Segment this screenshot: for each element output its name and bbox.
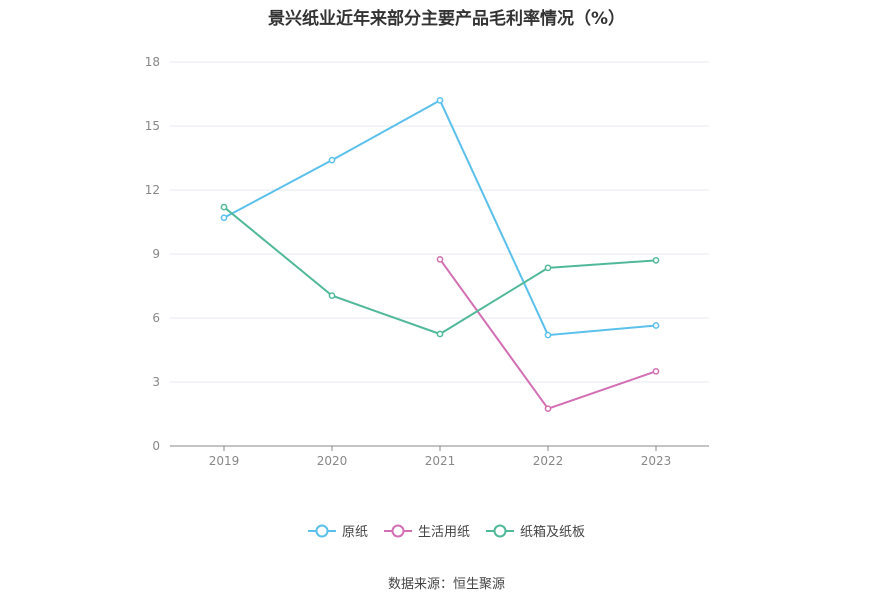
y-axis-tick-labels: 0 3 6 9 12 15 18 bbox=[145, 55, 160, 453]
data-point-2-2020 bbox=[328, 292, 336, 299]
legend-item-1[interactable]: 生活用纸 bbox=[383, 521, 470, 540]
series-2 bbox=[220, 203, 660, 338]
y-tick-label-3: 3 bbox=[152, 375, 160, 389]
data-point-2-2019 bbox=[220, 203, 228, 211]
legend-line-marker-icon bbox=[383, 524, 412, 537]
data-point-2-2022 bbox=[544, 264, 552, 272]
data-point-1-2023 bbox=[652, 367, 660, 375]
data-point-0-2021 bbox=[436, 97, 444, 104]
chart-title: 景兴纸业近年来部分主要产品毛利率情况（%） bbox=[267, 9, 626, 29]
y-tick-label-9: 9 bbox=[152, 247, 160, 261]
legend-item-0[interactable]: 原纸 bbox=[307, 521, 368, 540]
data-point-1-2021 bbox=[436, 255, 444, 263]
legend-label: 生活用纸 bbox=[417, 525, 470, 540]
x-tick-label-2023: 2023 bbox=[641, 454, 672, 468]
series-1 bbox=[436, 255, 660, 413]
legend-label: 原纸 bbox=[341, 525, 368, 540]
data-point-1-2022 bbox=[544, 405, 552, 413]
legend-line-marker-icon bbox=[307, 524, 336, 537]
data-point-0-2020 bbox=[328, 156, 336, 164]
x-tick-label-2022: 2022 bbox=[533, 454, 564, 468]
y-tick-label-12: 12 bbox=[145, 183, 160, 197]
y-tick-label-18: 18 bbox=[145, 55, 160, 69]
x-tick-label-2021: 2021 bbox=[425, 454, 456, 468]
y-tick-label-15: 15 bbox=[145, 119, 160, 133]
data-source: 数据来源：恒生聚源 bbox=[387, 577, 505, 592]
data-point-2-2021 bbox=[436, 330, 444, 338]
grid-lines bbox=[170, 61, 709, 383]
series-line-0 bbox=[223, 99, 657, 337]
line-chart: 0 3 6 9 12 15 18 2019 2020 2021 2022 2023 bbox=[145, 55, 709, 468]
x-tick-label-2020: 2020 bbox=[317, 454, 348, 468]
series-0 bbox=[220, 97, 660, 339]
y-tick-label-6: 6 bbox=[152, 311, 160, 325]
legend: 原纸 生活用纸 纸箱及纸板 bbox=[0, 521, 893, 540]
x-axis: 2019 2020 2021 2022 2023 bbox=[170, 445, 709, 468]
data-point-0-2019 bbox=[220, 214, 228, 222]
x-tick-label-2019: 2019 bbox=[209, 454, 240, 468]
series-line-2 bbox=[223, 206, 657, 336]
legend-label: 纸箱及纸板 bbox=[520, 525, 586, 540]
legend-line-marker-icon bbox=[486, 524, 514, 537]
legend-item-2[interactable]: 纸箱及纸板 bbox=[486, 521, 585, 540]
y-tick-label-0: 0 bbox=[152, 439, 160, 453]
chart-series bbox=[220, 97, 660, 413]
data-point-0-2022 bbox=[544, 331, 552, 339]
data-point-0-2023 bbox=[652, 322, 660, 329]
data-point-2-2023 bbox=[652, 257, 660, 264]
